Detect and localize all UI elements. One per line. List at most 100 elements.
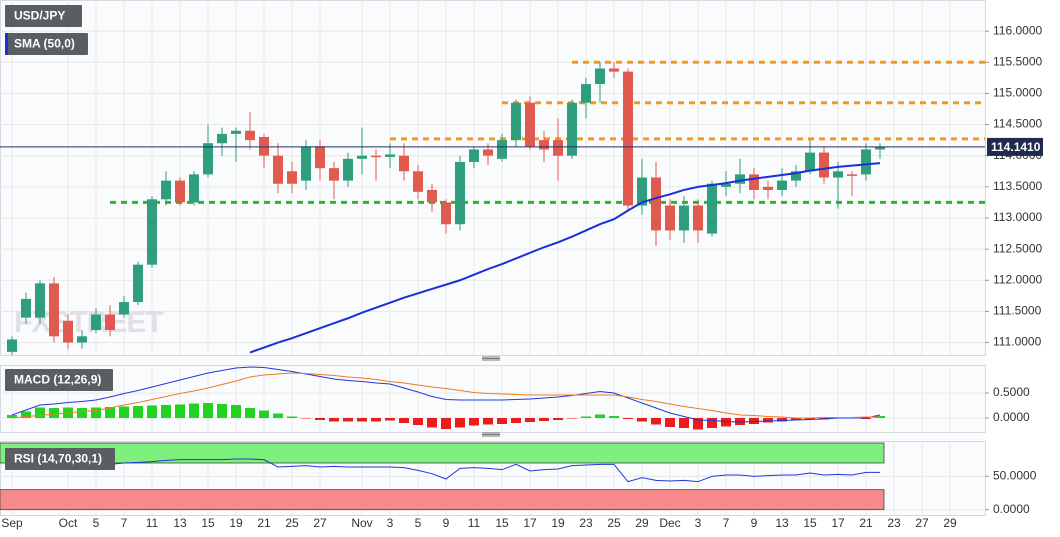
macd-bar xyxy=(791,418,801,420)
rsi-band xyxy=(0,489,885,511)
candle-body xyxy=(399,155,409,172)
candle-body xyxy=(371,155,381,158)
y-tick-label: 112.5000 xyxy=(993,241,1042,255)
panel-title: MACD (12,26,9) xyxy=(14,373,101,387)
x-tick-label: 7 xyxy=(121,516,128,530)
macd-bar xyxy=(693,418,703,430)
y-tick-label: 115.5000 xyxy=(993,54,1042,68)
macd-bar xyxy=(7,415,17,418)
macd-bar xyxy=(315,418,325,420)
macd-bar xyxy=(441,418,451,429)
rsi-line xyxy=(11,458,880,483)
macd-line xyxy=(11,366,881,423)
y-tick-label: 114.5000 xyxy=(993,117,1042,131)
macd-bar xyxy=(245,408,255,418)
candle-body xyxy=(651,177,661,231)
label-box xyxy=(5,369,113,391)
macd-bar xyxy=(287,416,297,418)
macd-bar xyxy=(525,418,535,422)
x-tick-label: 15 xyxy=(803,516,817,530)
macd-bar xyxy=(343,418,353,422)
label-box xyxy=(5,448,115,470)
candle-body xyxy=(357,155,367,159)
candle-body xyxy=(315,146,325,169)
x-tick-label: 23 xyxy=(887,516,901,530)
macd-bar xyxy=(357,418,367,422)
candle-body xyxy=(7,339,17,352)
candle-body xyxy=(609,68,619,72)
macd-bar xyxy=(721,418,731,427)
candle-body xyxy=(693,205,703,231)
rsi-band xyxy=(0,442,885,464)
x-tick-label: 11 xyxy=(146,516,159,530)
y-tick-label: 0.0000 xyxy=(993,502,1030,516)
x-tick-label: Sep xyxy=(1,516,23,530)
candle-body xyxy=(595,68,605,85)
candle-body xyxy=(553,140,563,156)
candle-body xyxy=(77,336,87,343)
candle-body xyxy=(105,314,115,331)
panel-title: USD/JPY xyxy=(14,9,65,23)
label-box xyxy=(5,5,82,27)
candle-body xyxy=(819,152,829,178)
panel-frame xyxy=(0,441,986,516)
x-tick-label: Dec xyxy=(659,516,680,530)
x-tick-label: 5 xyxy=(415,516,422,530)
candle-body xyxy=(777,180,787,190)
candle-body xyxy=(343,158,353,181)
candle-body xyxy=(441,202,451,225)
candle-body xyxy=(637,177,647,206)
plot-area xyxy=(0,0,985,515)
candle-body xyxy=(539,140,549,150)
candle-body xyxy=(665,205,675,231)
x-tick-label: 3 xyxy=(387,516,394,530)
candle-body xyxy=(805,152,815,172)
macd-bar xyxy=(91,407,101,418)
y-tick-label: 116.0000 xyxy=(993,23,1042,37)
macd-bar xyxy=(707,418,717,428)
candle-body xyxy=(581,84,591,103)
candle-body xyxy=(861,149,871,175)
y-tick-label: 50.0000 xyxy=(993,469,1037,483)
candle-body xyxy=(483,149,493,156)
x-tick-label: 21 xyxy=(257,516,271,530)
candle-body xyxy=(21,298,31,318)
x-tick-label: 11 xyxy=(468,516,481,530)
candle-body xyxy=(623,71,633,206)
macd-bar xyxy=(147,405,157,418)
macd-bar xyxy=(77,408,87,418)
x-tick-label: Oct xyxy=(59,516,78,530)
x-tick-label: 25 xyxy=(607,516,621,530)
candle-body xyxy=(133,264,143,303)
candle-body xyxy=(511,102,521,141)
candle-body xyxy=(427,189,437,203)
macd-bar xyxy=(49,408,59,418)
candle-body xyxy=(245,130,255,141)
candle-body xyxy=(525,102,535,147)
candle-body xyxy=(189,174,199,203)
candle-body xyxy=(329,168,339,181)
macd-bar xyxy=(581,416,591,418)
sma-line xyxy=(249,162,881,354)
candle-body xyxy=(175,180,185,203)
y-tick-label: 113.0000 xyxy=(993,210,1042,224)
macd-bar xyxy=(413,418,423,425)
candle-body xyxy=(147,199,157,265)
macd-bar xyxy=(203,403,213,418)
macd-bar xyxy=(805,418,815,420)
candle-body xyxy=(497,140,507,159)
macd-bar xyxy=(595,414,605,418)
y-tick-label: 111.0000 xyxy=(993,335,1042,349)
macd-bar xyxy=(637,418,647,422)
candle-body xyxy=(735,174,745,184)
macd-line xyxy=(11,372,880,419)
x-tick-label: 19 xyxy=(229,516,243,530)
x-tick-label: 9 xyxy=(751,516,758,530)
macd-bar xyxy=(553,418,563,420)
candle-body xyxy=(707,183,717,234)
y-tick-label: 115.0000 xyxy=(993,86,1042,100)
candle-body xyxy=(161,180,171,200)
candle-body xyxy=(875,146,885,150)
x-tick-label: 27 xyxy=(915,516,929,530)
